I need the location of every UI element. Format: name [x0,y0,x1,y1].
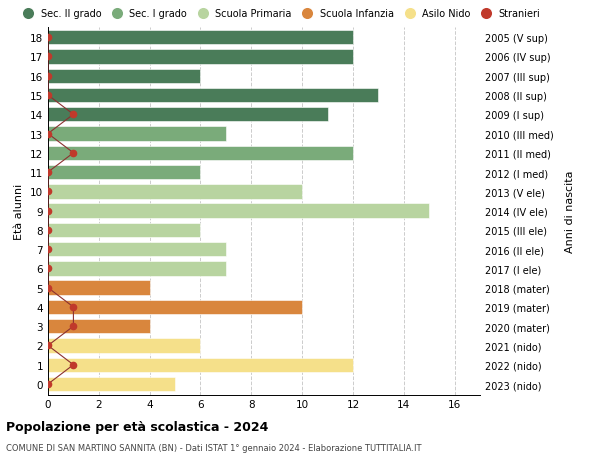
Bar [48,377,175,392]
Bar [48,242,226,257]
Bar [48,338,200,353]
Y-axis label: Età alunni: Età alunni [14,183,25,239]
Bar [48,185,302,199]
Bar [48,89,379,103]
Bar [48,127,226,141]
Bar [48,300,302,314]
Text: Popolazione per età scolastica - 2024: Popolazione per età scolastica - 2024 [6,420,268,433]
Bar [48,146,353,161]
Bar [48,108,328,122]
Text: COMUNE DI SAN MARTINO SANNITA (BN) - Dati ISTAT 1° gennaio 2024 - Elaborazione T: COMUNE DI SAN MARTINO SANNITA (BN) - Dat… [6,443,421,452]
Bar [48,319,149,334]
Bar [48,223,200,238]
Bar [48,166,200,180]
Bar [48,204,429,218]
Bar [48,50,353,65]
Y-axis label: Anni di nascita: Anni di nascita [565,170,575,252]
Bar [48,69,200,84]
Bar [48,358,353,372]
Legend: Sec. II grado, Sec. I grado, Scuola Primaria, Scuola Infanzia, Asilo Nido, Stran: Sec. II grado, Sec. I grado, Scuola Prim… [19,9,541,19]
Bar [48,31,353,45]
Bar [48,281,149,295]
Bar [48,262,226,276]
